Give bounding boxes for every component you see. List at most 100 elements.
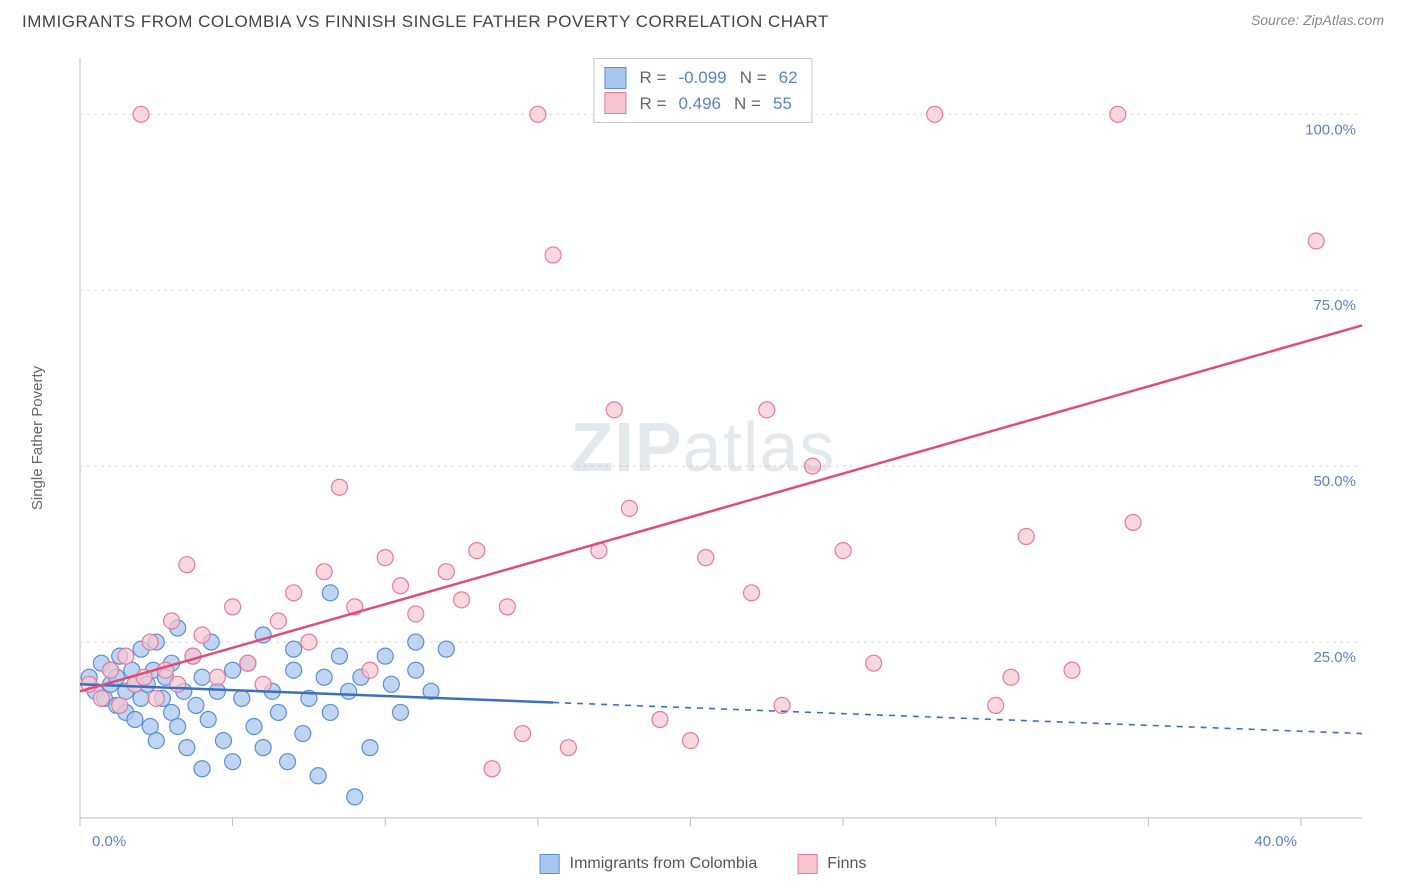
scatter-point [698,550,714,566]
scatter-point [255,740,271,756]
series-legend-label: Finns [827,855,866,873]
stats-legend-row: R = 0.496N =55 [604,91,797,117]
scatter-point [118,648,134,664]
scatter-point [148,690,164,706]
series-legend-label: Immigrants from Colombia [570,855,758,873]
scatter-point [606,402,622,418]
scatter-point [322,704,338,720]
scatter-point [103,662,119,678]
scatter-point [1003,669,1019,685]
svg-text:40.0%: 40.0% [1254,833,1297,850]
scatter-point [499,599,515,615]
series-legend-item: Finns [797,854,866,874]
scatter-point [93,690,109,706]
svg-text:0.0%: 0.0% [92,833,126,850]
scatter-point [170,719,186,735]
source-attribution: Source: ZipAtlas.com [1251,12,1384,28]
r-label: R = [638,65,666,91]
scatter-point [560,740,576,756]
series-legend-item: Immigrants from Colombia [540,854,758,874]
r-label: R = [638,91,666,117]
scatter-point [215,733,231,749]
legend-swatch-icon [540,854,560,874]
scatter-point [295,726,311,742]
scatter-point [866,655,882,671]
scatter-point [454,592,470,608]
scatter-point [310,768,326,784]
series-legend: Immigrants from Colombia Finns [540,854,867,874]
scatter-point [652,711,668,727]
header-bar: IMMIGRANTS FROM COLOMBIA VS FINNISH SING… [0,0,1406,36]
scatter-point [200,711,216,727]
scatter-point [301,634,317,650]
scatter-point [188,697,204,713]
scatter-point [1110,106,1126,122]
svg-text:Single Father Poverty: Single Father Poverty [29,365,46,510]
stats-legend-row: R =-0.099N =62 [604,65,797,91]
scatter-point [148,733,164,749]
scatter-point [438,564,454,580]
scatter-point [377,550,393,566]
scatter-point [1125,514,1141,530]
scatter-point [127,711,143,727]
scatter-point [280,754,296,770]
scatter-point [142,634,158,650]
n-label: N = [733,91,761,117]
scatter-point [179,557,195,573]
chart-title: IMMIGRANTS FROM COLOMBIA VS FINNISH SING… [22,12,829,32]
scatter-point [270,613,286,629]
scatter-point [286,662,302,678]
scatter-point [164,613,180,629]
scatter-point [286,641,302,657]
scatter-point [341,683,357,699]
scatter-point [322,585,338,601]
scatter-point [621,500,637,516]
scatter-point [530,106,546,122]
svg-text:75.0%: 75.0% [1313,297,1356,314]
scatter-chart: 25.0% 50.0% 75.0% 100.0% 0.0% 40.0% Single Fat… [22,48,1384,880]
legend-swatch-icon [604,67,626,89]
scatter-point [362,662,378,678]
scatter-point [408,662,424,678]
scatter-point [545,247,561,263]
scatter-point [515,726,531,742]
scatter-point [744,585,760,601]
scatter-point [835,543,851,559]
scatter-point [408,606,424,622]
scatter-point [1064,662,1080,678]
scatter-point [469,543,485,559]
scatter-point [1308,233,1324,249]
scatter-point [170,676,186,692]
scatter-point [438,641,454,657]
stats-legend: R =-0.099N =62R = 0.496N =55 [593,58,812,123]
scatter-point [225,599,241,615]
n-label: N = [739,65,767,91]
scatter-point [179,740,195,756]
svg-text:25.0%: 25.0% [1313,649,1356,666]
scatter-point [194,761,210,777]
scatter-point [194,669,210,685]
scatter-point [225,662,241,678]
svg-text:50.0%: 50.0% [1313,473,1356,490]
scatter-point [240,655,256,671]
trend-line [80,325,1362,691]
scatter-point [133,106,149,122]
scatter-point [362,740,378,756]
scatter-point [316,564,332,580]
scatter-point [225,754,241,770]
scatter-point [316,669,332,685]
scatter-point [759,402,775,418]
scatter-point [927,106,943,122]
chart-container: 25.0% 50.0% 75.0% 100.0% 0.0% 40.0% Single Fat… [22,48,1384,880]
scatter-point [112,697,128,713]
legend-swatch-icon [604,92,626,114]
scatter-point [246,719,262,735]
scatter-point [347,789,363,805]
scatter-point [393,704,409,720]
scatter-point [383,676,399,692]
legend-swatch-icon [797,854,817,874]
svg-text:100.0%: 100.0% [1305,121,1356,138]
scatter-point [408,634,424,650]
r-value: -0.099 [678,65,726,91]
scatter-point [682,733,698,749]
